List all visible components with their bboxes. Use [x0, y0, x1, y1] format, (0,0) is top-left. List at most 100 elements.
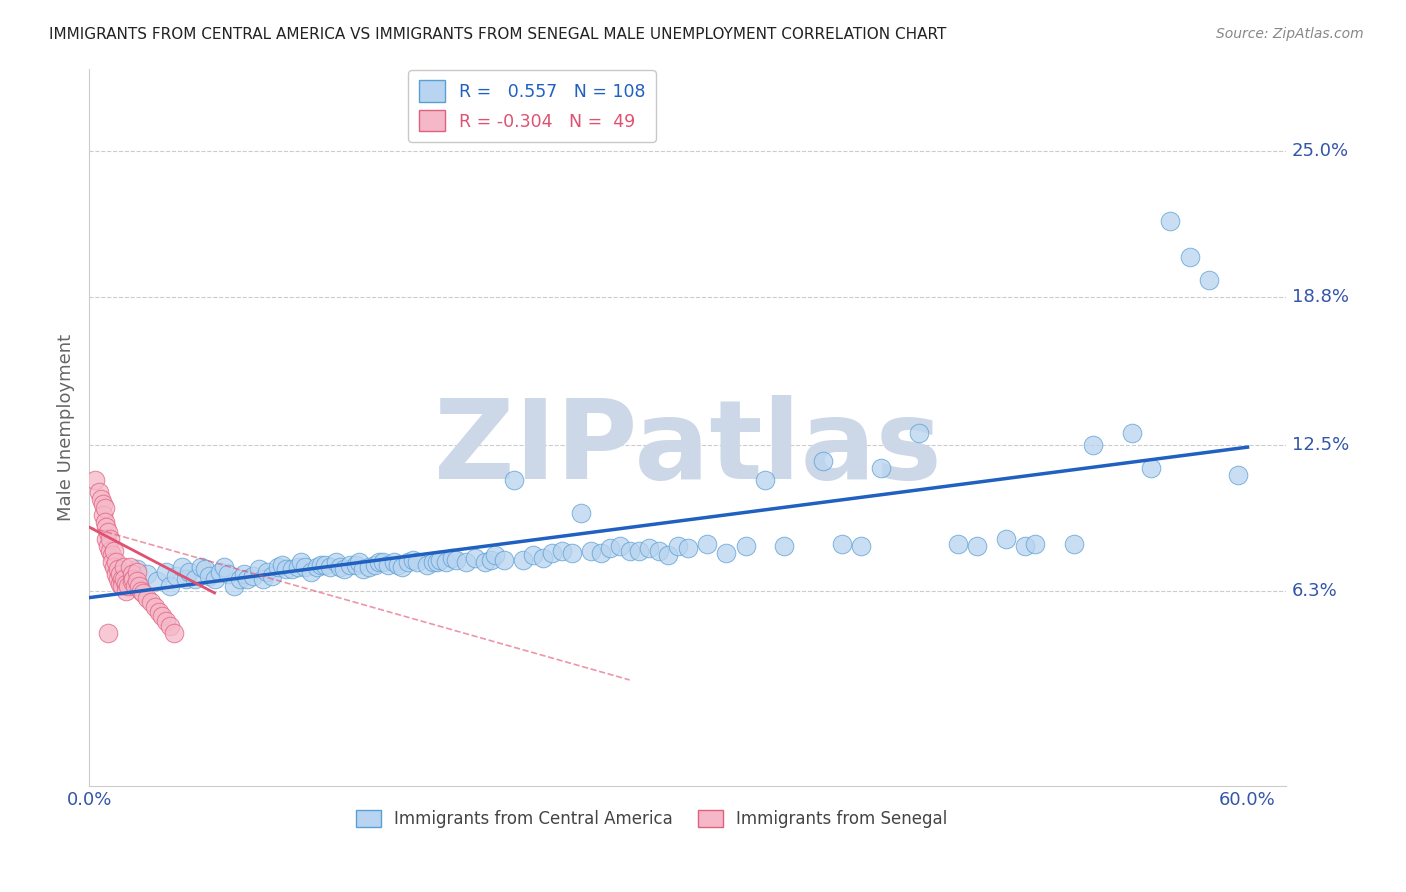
Point: [966, 539, 988, 553]
Y-axis label: Male Unemployment: Male Unemployment: [58, 334, 75, 521]
Point: [387, 558, 409, 572]
Point: [281, 562, 304, 576]
Point: [128, 579, 150, 593]
Point: [111, 579, 134, 593]
Point: [396, 555, 419, 569]
Point: [93, 516, 115, 530]
Point: [165, 569, 187, 583]
Point: [247, 562, 270, 576]
Point: [416, 558, 439, 572]
Point: [105, 567, 128, 582]
Point: [267, 560, 290, 574]
Point: [628, 543, 651, 558]
Point: [666, 539, 689, 553]
Text: 25.0%: 25.0%: [1292, 142, 1350, 160]
Point: [367, 555, 389, 569]
Point: [696, 536, 718, 550]
Point: [371, 555, 394, 569]
Point: [657, 549, 679, 563]
Point: [474, 555, 496, 569]
Point: [1226, 468, 1249, 483]
Point: [90, 491, 112, 506]
Point: [406, 555, 429, 569]
Point: [571, 506, 593, 520]
Point: [434, 555, 457, 569]
Point: [454, 555, 477, 569]
Point: [716, 546, 738, 560]
Point: [773, 539, 796, 553]
Point: [159, 619, 181, 633]
Point: [619, 543, 641, 558]
Point: [83, 473, 105, 487]
Point: [97, 524, 120, 539]
Point: [121, 567, 143, 582]
Point: [217, 567, 239, 582]
Point: [402, 553, 425, 567]
Point: [107, 562, 129, 576]
Point: [163, 626, 186, 640]
Point: [236, 572, 259, 586]
Point: [484, 549, 506, 563]
Point: [103, 560, 125, 574]
Point: [242, 569, 264, 583]
Point: [382, 555, 405, 569]
Point: [212, 560, 235, 574]
Point: [287, 560, 309, 574]
Point: [599, 541, 621, 556]
Point: [93, 501, 115, 516]
Legend: Immigrants from Central America, Immigrants from Senegal: Immigrants from Central America, Immigra…: [349, 804, 955, 835]
Point: [96, 520, 118, 534]
Point: [97, 539, 120, 553]
Point: [87, 484, 110, 499]
Text: 6.3%: 6.3%: [1292, 582, 1339, 599]
Point: [531, 550, 554, 565]
Point: [946, 536, 969, 550]
Point: [352, 562, 374, 576]
Point: [228, 572, 250, 586]
Point: [1178, 250, 1201, 264]
Point: [1014, 539, 1036, 553]
Point: [754, 473, 776, 487]
Point: [170, 560, 193, 574]
Point: [441, 550, 464, 565]
Point: [579, 543, 602, 558]
Point: [444, 553, 467, 567]
Point: [290, 555, 312, 569]
Point: [174, 572, 197, 586]
Point: [512, 553, 534, 567]
Point: [139, 595, 162, 609]
Point: [114, 583, 136, 598]
Point: [357, 560, 380, 574]
Point: [299, 565, 322, 579]
Point: [294, 560, 316, 574]
Point: [136, 591, 159, 605]
Point: [197, 569, 219, 583]
Point: [148, 605, 170, 619]
Point: [184, 572, 207, 586]
Point: [98, 532, 121, 546]
Text: 18.8%: 18.8%: [1292, 287, 1350, 306]
Point: [851, 539, 873, 553]
Point: [209, 565, 232, 579]
Point: [426, 555, 449, 569]
Point: [541, 546, 564, 560]
Point: [1140, 461, 1163, 475]
Point: [349, 555, 371, 569]
Point: [262, 569, 284, 583]
Point: [464, 550, 486, 565]
Point: [494, 553, 516, 567]
Point: [96, 532, 118, 546]
Point: [1063, 536, 1085, 550]
Point: [143, 600, 166, 615]
Text: Source: ZipAtlas.com: Source: ZipAtlas.com: [1216, 27, 1364, 41]
Point: [107, 572, 129, 586]
Point: [1159, 214, 1181, 228]
Point: [232, 567, 254, 582]
Point: [333, 562, 356, 576]
Point: [122, 572, 145, 586]
Point: [91, 497, 114, 511]
Point: [114, 576, 136, 591]
Point: [111, 572, 134, 586]
Point: [1081, 438, 1104, 452]
Point: [112, 572, 135, 586]
